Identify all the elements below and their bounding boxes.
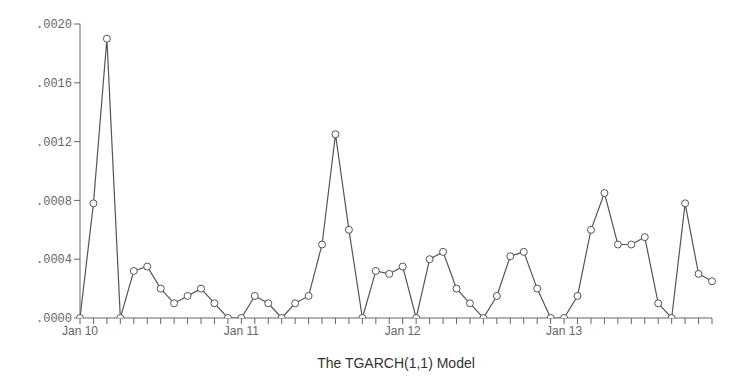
svg-text:.0004: .0004: [36, 253, 72, 267]
svg-text:Jan 13: Jan 13: [546, 324, 582, 338]
svg-text:.0012: .0012: [36, 136, 72, 150]
svg-text:.0000: .0000: [36, 312, 72, 326]
svg-text:.0020: .0020: [36, 18, 72, 32]
svg-text:Jan 10: Jan 10: [62, 323, 98, 338]
svg-text:.0008: .0008: [36, 195, 72, 209]
svg-text:The TGARCH(1,1) Model: The TGARCH(1,1) Model: [317, 355, 475, 371]
svg-text:Jan 11: Jan 11: [224, 324, 259, 338]
svg-text:Jan 12: Jan 12: [385, 324, 421, 338]
svg-text:.0016: .0016: [36, 77, 72, 91]
